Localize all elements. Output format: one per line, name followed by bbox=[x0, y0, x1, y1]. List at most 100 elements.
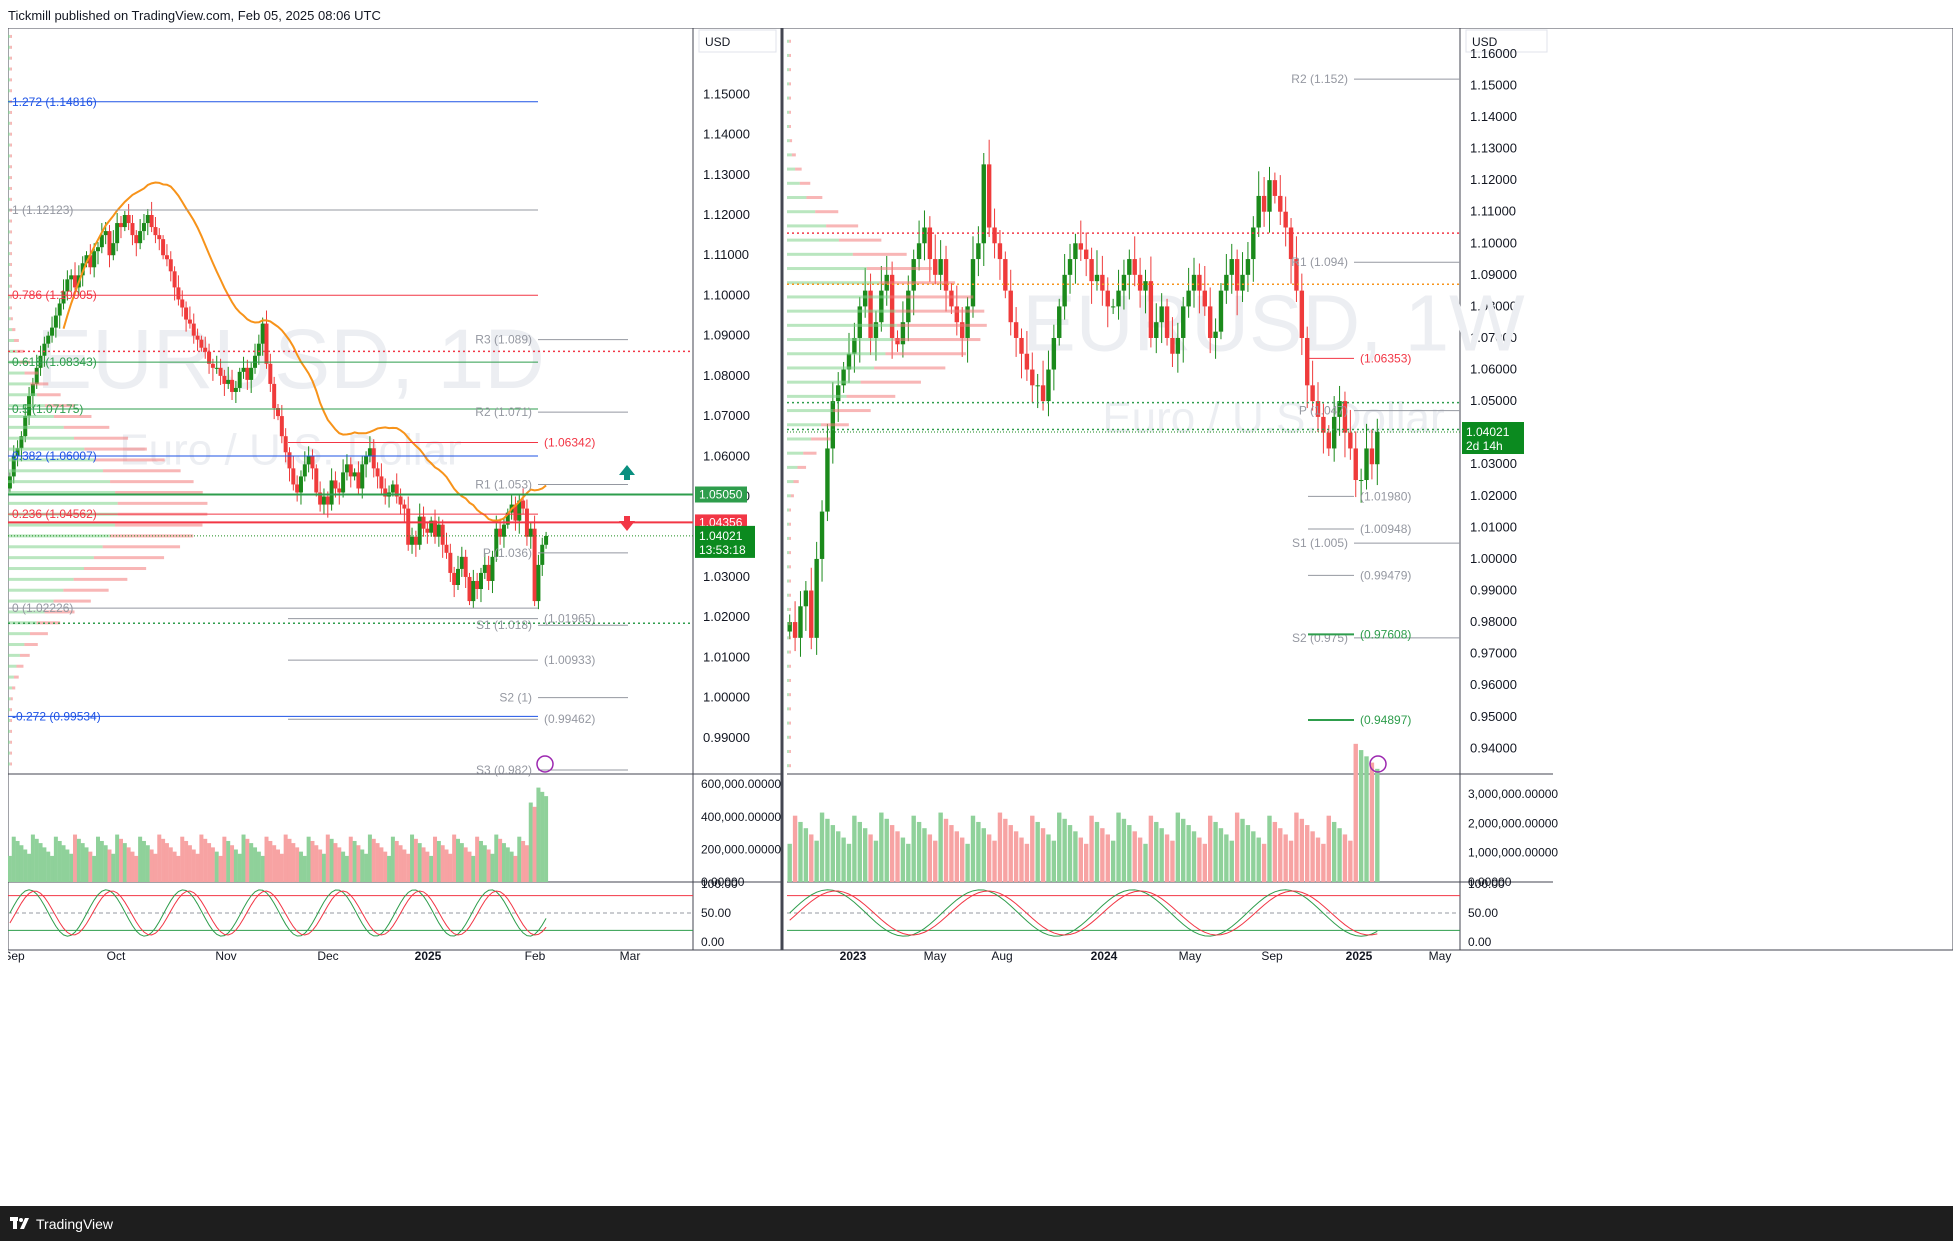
volume-bar bbox=[207, 843, 212, 882]
volume-profile-bar bbox=[793, 480, 799, 484]
candle bbox=[1305, 337, 1310, 386]
level-label: (1.06342) bbox=[544, 436, 595, 450]
candle bbox=[836, 385, 841, 402]
volume-profile-bar bbox=[846, 394, 896, 398]
volume-profile-bar bbox=[8, 121, 11, 125]
candle bbox=[846, 353, 852, 370]
volume-bar bbox=[873, 840, 879, 882]
volume-profile-bar bbox=[8, 186, 11, 190]
volume-bar bbox=[960, 837, 965, 882]
volume-profile-bar bbox=[8, 708, 11, 712]
volume-bar bbox=[241, 834, 246, 882]
volume-profile-bar bbox=[787, 267, 867, 271]
volume-profile-bar bbox=[8, 523, 115, 527]
level-label: (1.01980) bbox=[1360, 489, 1411, 503]
volume-bar bbox=[1073, 831, 1078, 882]
volume-profile-bar bbox=[10, 78, 12, 82]
volume-profile-bar bbox=[787, 110, 790, 114]
candle bbox=[992, 227, 997, 244]
candle bbox=[478, 572, 483, 590]
volume-bar bbox=[371, 838, 376, 882]
price-tick: 1.08000 bbox=[703, 368, 750, 383]
volume-profile-bar bbox=[36, 393, 61, 397]
volume-profile-bar bbox=[8, 295, 11, 299]
volume-profile-bar bbox=[789, 522, 791, 526]
volume-bar bbox=[798, 821, 803, 882]
candle bbox=[314, 468, 319, 493]
volume-bar bbox=[879, 812, 884, 882]
candle bbox=[841, 369, 846, 386]
candle bbox=[103, 231, 108, 236]
volume-bar bbox=[536, 787, 541, 882]
candle bbox=[943, 259, 949, 291]
volume-profile-bar bbox=[789, 565, 791, 569]
volume-profile-bar bbox=[8, 317, 11, 321]
volume-bar bbox=[50, 855, 55, 882]
candle bbox=[237, 371, 242, 388]
volume-profile-bar bbox=[789, 124, 791, 128]
volume-bar bbox=[884, 818, 889, 882]
volume-profile-bar bbox=[787, 423, 822, 427]
volume-bar bbox=[868, 834, 873, 882]
candle bbox=[803, 590, 809, 607]
candle bbox=[53, 315, 58, 328]
tradingview-logo[interactable]: TradingView bbox=[10, 1216, 113, 1232]
fib-level-label: 1.272 (1.14816) bbox=[12, 95, 97, 109]
volume-profile-bar bbox=[8, 632, 30, 636]
candle bbox=[1057, 306, 1062, 338]
volume-profile-bar bbox=[787, 295, 890, 299]
candle bbox=[11, 456, 16, 477]
volume-bar bbox=[1278, 828, 1283, 882]
volume-profile-bar bbox=[787, 437, 812, 441]
volume-bar bbox=[911, 815, 916, 882]
volume-bar bbox=[321, 853, 326, 882]
time-axis-label: Aug bbox=[991, 949, 1012, 963]
volume-bar bbox=[157, 834, 162, 882]
volume-profile-bar bbox=[8, 643, 25, 647]
volume-profile-bar bbox=[10, 751, 12, 755]
volume-profile-bar bbox=[787, 167, 796, 171]
volume-bar bbox=[383, 851, 388, 882]
volume-bar bbox=[501, 843, 506, 882]
price-tick: 1.09000 bbox=[1470, 267, 1517, 282]
volume-profile-bar bbox=[16, 664, 24, 668]
volume-profile-bar bbox=[8, 664, 17, 668]
candle bbox=[344, 464, 349, 473]
volume-bar bbox=[352, 840, 357, 882]
time-axis-label: 2023 bbox=[840, 949, 867, 963]
volume-profile-bar bbox=[8, 588, 64, 592]
volume-bar bbox=[222, 836, 227, 882]
volume-bar bbox=[1213, 821, 1218, 882]
candle bbox=[249, 367, 254, 380]
candle bbox=[1197, 274, 1202, 291]
volume-bar bbox=[1116, 812, 1121, 882]
pivot-label: S3 (0.982) bbox=[476, 763, 532, 777]
volume-profile-bar bbox=[789, 764, 791, 768]
volume-bar bbox=[540, 791, 545, 882]
candle bbox=[1132, 259, 1137, 275]
price-tick: 1.02000 bbox=[1470, 488, 1517, 503]
volume-bar bbox=[1224, 834, 1229, 882]
volume-bar bbox=[1375, 768, 1380, 882]
volume-bar bbox=[130, 851, 135, 882]
volume-profile-bar bbox=[787, 622, 790, 626]
volume-bar bbox=[1030, 815, 1035, 882]
currency-label: USD bbox=[705, 35, 731, 49]
volume-bar bbox=[1288, 840, 1294, 882]
candle bbox=[383, 488, 388, 497]
candle bbox=[459, 556, 464, 569]
candle bbox=[1110, 306, 1116, 308]
candle bbox=[1267, 180, 1272, 212]
volume-bar bbox=[954, 831, 960, 882]
fib-level-label: 0.618 (1.08343) bbox=[12, 355, 97, 369]
charts-svg[interactable]: USD 1.15000 1.14000 1.13000 1.12000 1.11000 1.… bbox=[3, 27, 1953, 1206]
volume-bar bbox=[398, 845, 403, 882]
volume-bar bbox=[341, 851, 346, 882]
volume-profile-bar bbox=[789, 693, 791, 697]
volume-bar bbox=[906, 843, 911, 882]
volume-profile-bar bbox=[8, 371, 25, 375]
candle bbox=[1369, 448, 1375, 465]
volume-bar bbox=[379, 847, 384, 882]
candle bbox=[1137, 274, 1143, 291]
volume-profile-bar bbox=[787, 68, 790, 72]
